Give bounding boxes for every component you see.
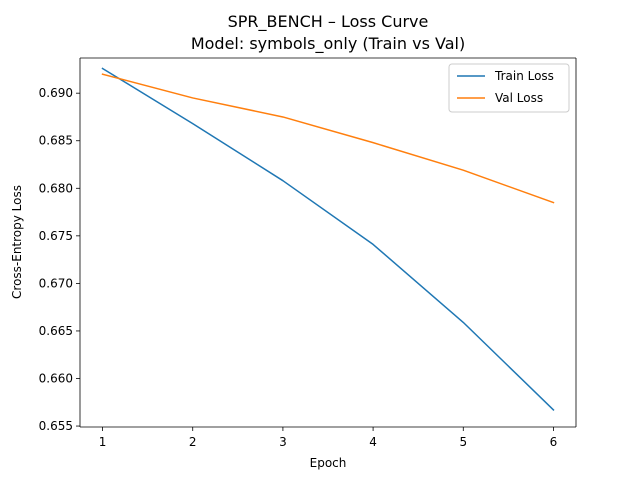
x-tick-label: 2 <box>189 435 197 449</box>
plot-background <box>80 58 576 427</box>
x-tick-label: 6 <box>550 435 558 449</box>
y-tick-label: 0.655 <box>39 419 73 433</box>
legend: Train Loss Val Loss <box>448 63 570 113</box>
plot-area <box>80 58 576 427</box>
series-line-train-loss <box>101 67 555 411</box>
y-tick-label: 0.685 <box>39 134 73 148</box>
y-tick-label: 0.690 <box>39 86 73 100</box>
y-tick-label: 0.660 <box>39 371 73 385</box>
y-axis-label: Cross-Entropy Loss <box>10 185 24 299</box>
y-tick-label: 0.665 <box>39 324 73 338</box>
x-tick-label: 5 <box>459 435 467 449</box>
x-tick-label: 3 <box>279 435 287 449</box>
chart-subtitle: Model: symbols_only (Train vs Val) <box>191 34 465 54</box>
x-axis-ticks: 1 2 3 4 5 6 <box>99 427 558 449</box>
x-axis-label: Epoch <box>310 456 347 470</box>
axes-frame <box>79 57 577 428</box>
x-tick-label: 1 <box>99 435 107 449</box>
y-tick-label: 0.675 <box>39 229 73 243</box>
legend-label-val-loss: Val Loss <box>495 91 543 105</box>
y-axis-ticks: 0.655 0.660 0.665 0.670 0.675 0.680 0.685 0.690 <box>39 86 80 433</box>
series-lines <box>101 67 555 411</box>
y-tick-label: 0.680 <box>39 181 73 195</box>
y-tick-label: 0.670 <box>39 276 73 290</box>
legend-label-train-loss: Train Loss <box>494 69 554 83</box>
x-tick-label: 4 <box>369 435 377 449</box>
chart-title: SPR_BENCH – Loss Curve <box>228 12 429 32</box>
series-line-val-loss <box>101 73 555 204</box>
